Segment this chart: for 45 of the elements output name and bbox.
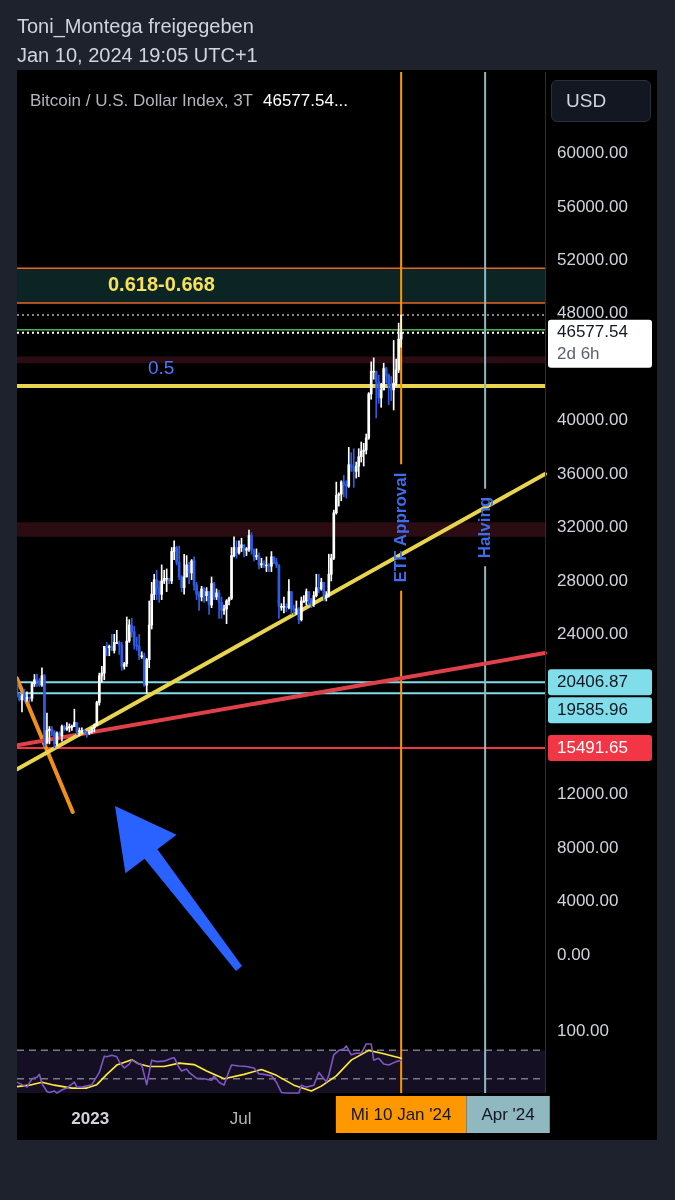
y-tick-label: 4000.00 [557, 891, 619, 911]
y-tick-label: 32000.00 [557, 517, 628, 537]
candlestick [28, 696, 31, 703]
x-tick-label: 2023 [71, 1108, 110, 1128]
y-tick-label: 48000.00 [557, 303, 628, 323]
text: 100.00 [557, 1021, 609, 1041]
candlestick [88, 730, 91, 735]
band-label: 0.618-0.668 [108, 273, 215, 296]
candlestick [285, 603, 288, 612]
text: Bitcoin / U.S. Dollar Index, 3T [30, 91, 253, 110]
x-tick-label: Jul [229, 1108, 252, 1128]
y-tick-label: 0.00 [557, 944, 591, 964]
candlestick [73, 708, 76, 727]
candlestick [225, 599, 228, 625]
currency-button: USD [551, 80, 651, 122]
ref-line-label: 20406.87 [557, 672, 628, 692]
ref-line-label: 15491.65 [557, 737, 628, 757]
y-tick-label: 36000.00 [557, 463, 628, 483]
y-tick-label: 12000.00 [557, 784, 628, 804]
candlestick [282, 596, 286, 614]
annotation: 0.5 [148, 356, 175, 378]
y-tick-label: 60000.00 [557, 143, 628, 163]
ref-line-label: Halving [474, 496, 494, 559]
y-tick-label: 56000.00 [557, 196, 628, 216]
candlestick [38, 678, 41, 687]
ref-line-label: ETF Approval [390, 472, 410, 583]
annotation: 46577.54... [262, 91, 349, 110]
candlestick [140, 651, 144, 659]
candlestick [190, 559, 193, 580]
candlestick [240, 537, 243, 552]
y-tick-label: 28000.00 [557, 570, 628, 590]
y-tick-label: 52000.00 [557, 250, 628, 270]
ref-line-label: 46577.54 [557, 322, 628, 342]
text: Jan 10, 2024 19:05 UTC+1 [17, 43, 258, 67]
y-tick-label: 8000.00 [557, 837, 619, 857]
text: 2d 6h [557, 344, 600, 364]
candlestick [215, 588, 218, 600]
y-tick-label: 40000.00 [557, 410, 628, 430]
candlestick [290, 591, 293, 615]
candlestick [58, 731, 61, 738]
ref-line-label: 19585.96 [557, 700, 628, 720]
ref-line-label: Apr '24 [481, 1104, 535, 1124]
text: Toni_Montega freigegeben [17, 14, 254, 38]
ref-line-label: Mi 10 Jan '24 [350, 1104, 452, 1124]
y-tick-label: 24000.00 [557, 624, 628, 644]
